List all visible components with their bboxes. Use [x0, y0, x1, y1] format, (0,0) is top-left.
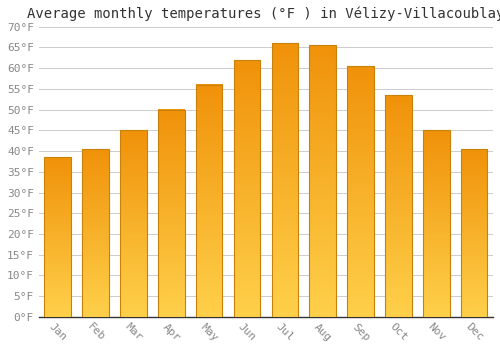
Bar [120, 130, 146, 317]
Bar [82, 149, 109, 317]
Bar [348, 66, 374, 317]
Bar [423, 130, 450, 317]
Bar [272, 43, 298, 317]
Bar [158, 110, 184, 317]
Title: Average monthly temperatures (°F ) in Vélizy-Villacoublay: Average monthly temperatures (°F ) in Vé… [27, 7, 500, 21]
Bar [385, 95, 411, 317]
Bar [234, 60, 260, 317]
Bar [461, 149, 487, 317]
Bar [44, 157, 71, 317]
Bar [196, 85, 222, 317]
Bar [310, 46, 336, 317]
